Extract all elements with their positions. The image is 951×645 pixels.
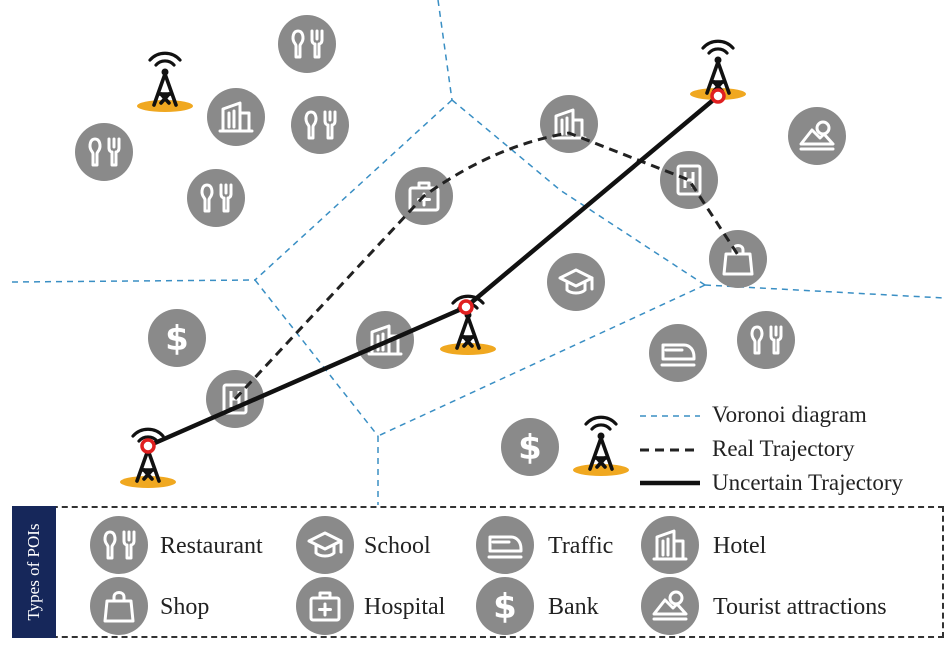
school-icon <box>547 253 605 311</box>
traffic-icon <box>649 324 707 382</box>
voronoi-edge <box>437 0 453 101</box>
bank-icon <box>148 309 206 367</box>
restaurant-icon <box>75 123 133 181</box>
voronoi-edge <box>451 99 706 286</box>
poi-label-traffic: Traffic <box>548 533 614 559</box>
poi-label-hospital: Hospital <box>364 594 446 620</box>
tourist-attraction-icon <box>788 107 846 165</box>
poi-label-tourist-attractions: Tourist attractions <box>713 594 887 620</box>
poi-label-bank: Bank <box>548 594 599 620</box>
traffic-icon <box>476 516 534 574</box>
location-marker <box>710 88 726 104</box>
legend-tower <box>571 415 631 478</box>
restaurant-icon <box>278 15 336 73</box>
poi-label-restaurant: Restaurant <box>160 533 263 559</box>
poi-label-shop: Shop <box>160 594 210 620</box>
real-trajectory <box>233 131 740 401</box>
voronoi-edge <box>11 279 256 283</box>
legend-uncertain-label: Uncertain Trajectory <box>712 470 903 495</box>
voronoi-diagram <box>11 0 945 505</box>
location-marker <box>140 438 156 454</box>
restaurant-icon <box>90 516 148 574</box>
restaurant-icon <box>737 311 795 369</box>
bank-icon <box>501 418 559 476</box>
hotel-icon <box>540 95 598 153</box>
legend-real-label: Real Trajectory <box>712 436 855 461</box>
voronoi-edge <box>254 99 453 281</box>
restaurant-icon <box>291 96 349 154</box>
hotel-icon <box>207 88 265 146</box>
bank-icon <box>476 577 534 635</box>
voronoi-edge <box>254 279 379 437</box>
poi-legend-icons <box>90 516 699 635</box>
hotel-icon <box>660 151 718 209</box>
tourist-attraction-icon <box>641 577 699 635</box>
poi-types-title: Types of POIs <box>24 523 43 621</box>
legend-voronoi-label: Voronoi diagram <box>712 402 867 427</box>
location-marker <box>458 299 474 315</box>
poi-label-school: School <box>364 533 431 559</box>
restaurant-icon <box>187 169 245 227</box>
shop-icon <box>90 577 148 635</box>
hotel-icon <box>641 516 699 574</box>
hospital-icon <box>296 577 354 635</box>
school-icon <box>296 516 354 574</box>
location-markers <box>140 88 726 454</box>
voronoi-edge <box>704 284 945 299</box>
cell-tower <box>135 51 195 114</box>
shop-icon <box>709 230 767 288</box>
poi-types-title-bar: Types of POIs <box>12 506 56 638</box>
poi-label-hotel: Hotel <box>713 533 767 559</box>
voronoi-edge <box>377 284 706 437</box>
